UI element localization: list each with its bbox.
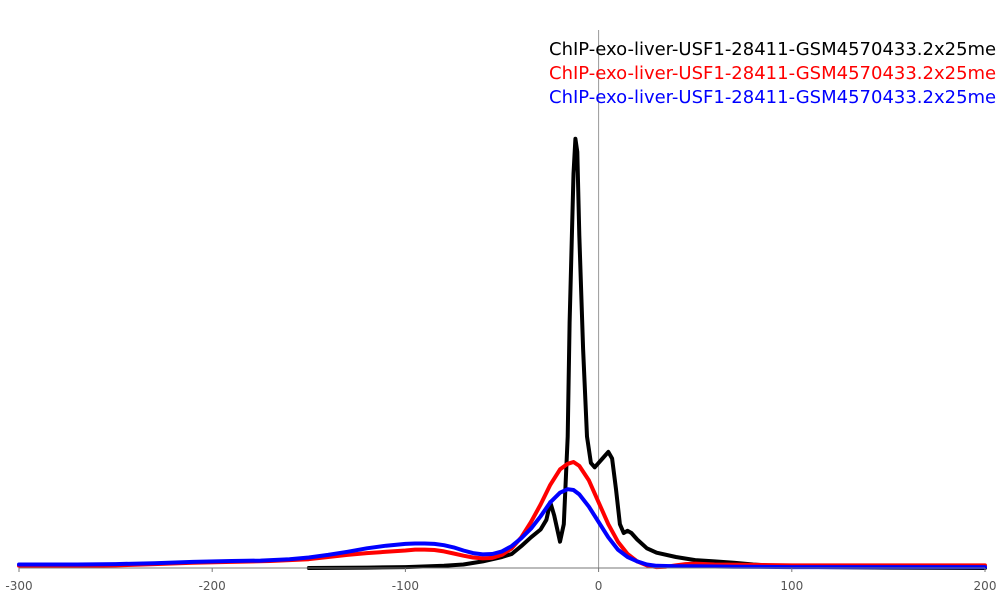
x-tick-label: 0 xyxy=(595,579,603,593)
x-tick-label: 100 xyxy=(780,579,803,593)
series-line-3 xyxy=(17,487,987,570)
x-tick-label: 200 xyxy=(974,579,997,593)
legend-entry-2: ChIP-exo-liver-USF1-28411-GSM4570433.2x2… xyxy=(549,63,996,84)
x-tick-label: -200 xyxy=(199,579,226,593)
x-tick-label: -300 xyxy=(5,579,32,593)
x-axis: -300 -200 -100 0 100 200 xyxy=(5,567,997,593)
x-tick-label: -100 xyxy=(392,579,419,593)
series-line-1 xyxy=(306,136,987,570)
legend: ChIP-exo-liver-USF1-28411-GSM4570433.2x2… xyxy=(549,39,996,108)
legend-entry-1: ChIP-exo-liver-USF1-28411-GSM4570433.2x2… xyxy=(549,39,996,60)
series-group xyxy=(17,136,987,570)
legend-entry-3: ChIP-exo-liver-USF1-28411-GSM4570433.2x2… xyxy=(549,87,996,108)
